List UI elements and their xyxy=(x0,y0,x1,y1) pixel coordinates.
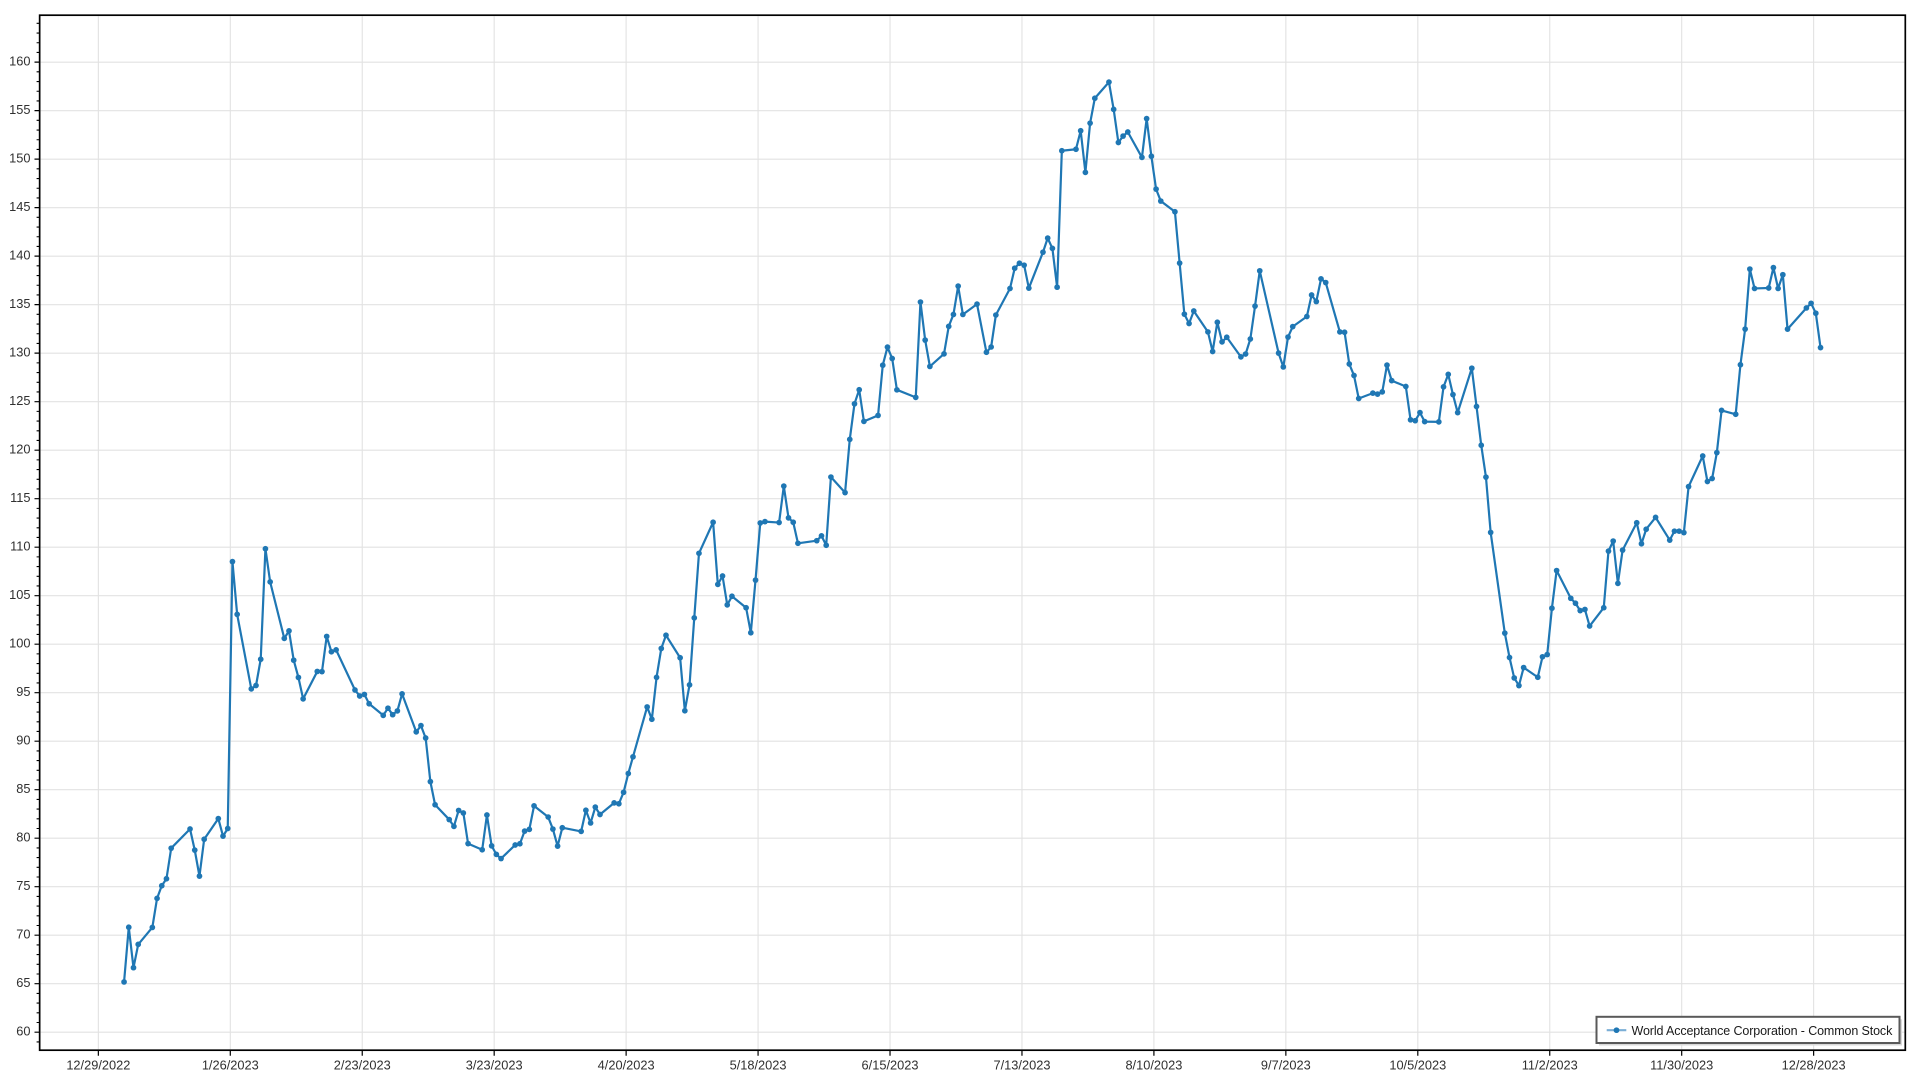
svg-text:85: 85 xyxy=(16,781,30,796)
svg-text:8/10/2023: 8/10/2023 xyxy=(1125,1058,1182,1073)
svg-text:120: 120 xyxy=(9,442,30,457)
svg-text:1/26/2023: 1/26/2023 xyxy=(202,1058,259,1073)
svg-text:95: 95 xyxy=(16,684,30,699)
svg-text:135: 135 xyxy=(9,296,30,311)
svg-text:10/5/2023: 10/5/2023 xyxy=(1389,1058,1446,1073)
svg-text:12/28/2023: 12/28/2023 xyxy=(1782,1058,1846,1073)
svg-text:11/30/2023: 11/30/2023 xyxy=(1650,1058,1713,1073)
svg-text:7/13/2023: 7/13/2023 xyxy=(994,1058,1051,1073)
svg-text:4/20/2023: 4/20/2023 xyxy=(598,1058,655,1073)
svg-text:60: 60 xyxy=(16,1024,30,1039)
svg-text:World Acceptance Corporation -: World Acceptance Corporation - Common St… xyxy=(1632,1024,1894,1038)
svg-text:125: 125 xyxy=(9,393,30,408)
svg-text:90: 90 xyxy=(16,733,30,748)
svg-text:150: 150 xyxy=(9,151,30,166)
svg-text:2/23/2023: 2/23/2023 xyxy=(334,1058,391,1073)
svg-text:12/29/2022: 12/29/2022 xyxy=(66,1058,130,1073)
svg-text:100: 100 xyxy=(9,636,30,651)
svg-text:11/2/2023: 11/2/2023 xyxy=(1522,1058,1578,1073)
svg-text:145: 145 xyxy=(9,199,30,214)
svg-text:155: 155 xyxy=(9,102,30,117)
svg-text:80: 80 xyxy=(16,830,30,845)
svg-text:130: 130 xyxy=(9,345,30,360)
svg-text:65: 65 xyxy=(16,975,30,990)
svg-text:70: 70 xyxy=(16,927,30,942)
svg-text:105: 105 xyxy=(9,587,30,602)
svg-text:115: 115 xyxy=(10,490,30,505)
svg-text:9/7/2023: 9/7/2023 xyxy=(1261,1058,1311,1073)
svg-text:160: 160 xyxy=(9,54,30,69)
svg-text:110: 110 xyxy=(10,539,30,554)
svg-text:6/15/2023: 6/15/2023 xyxy=(862,1058,919,1073)
svg-text:75: 75 xyxy=(16,878,30,893)
svg-text:140: 140 xyxy=(9,248,30,263)
svg-text:3/23/2023: 3/23/2023 xyxy=(466,1058,523,1073)
svg-text:5/18/2023: 5/18/2023 xyxy=(730,1058,787,1073)
